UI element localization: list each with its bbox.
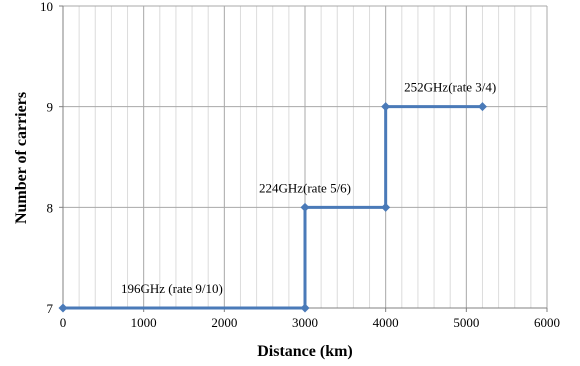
data-point-marker (300, 303, 310, 313)
data-point-marker (300, 202, 310, 212)
x-tick-label: 2000 (211, 315, 237, 330)
x-tick-label: 3000 (292, 315, 318, 330)
data-point-marker (381, 202, 391, 212)
x-tick-label: 1000 (131, 315, 157, 330)
annotation-label: 224GHz(rate 5/6) (259, 180, 351, 195)
x-axis-title: Distance (km) (257, 343, 353, 360)
axes (59, 5, 548, 312)
x-tick-label: 6000 (534, 315, 560, 330)
tick-labels: 0 1000 2000 3000 4000 5000 6000 7 8 9 10 (40, 0, 560, 330)
annotation-label: 252GHz(rate 3/4) (404, 80, 496, 95)
y-tick-label: 7 (47, 301, 54, 316)
annotations: 196GHz (rate 9/10) 224GHz(rate 5/6) 252GHz… (121, 80, 496, 296)
x-tick-label: 0 (60, 315, 67, 330)
x-tick-label: 4000 (373, 315, 399, 330)
data-point-marker (477, 102, 487, 112)
x-tick-label: 5000 (453, 315, 479, 330)
y-tick-label: 8 (47, 200, 54, 215)
series-line (63, 105, 483, 310)
y-axis-title: Number of carriers (13, 92, 30, 224)
series (58, 102, 487, 313)
data-point-marker (58, 303, 68, 313)
annotation-label: 196GHz (rate 9/10) (121, 281, 223, 296)
y-tick-label: 10 (40, 0, 53, 14)
y-tick-label: 9 (47, 100, 54, 115)
data-point-marker (381, 102, 391, 112)
